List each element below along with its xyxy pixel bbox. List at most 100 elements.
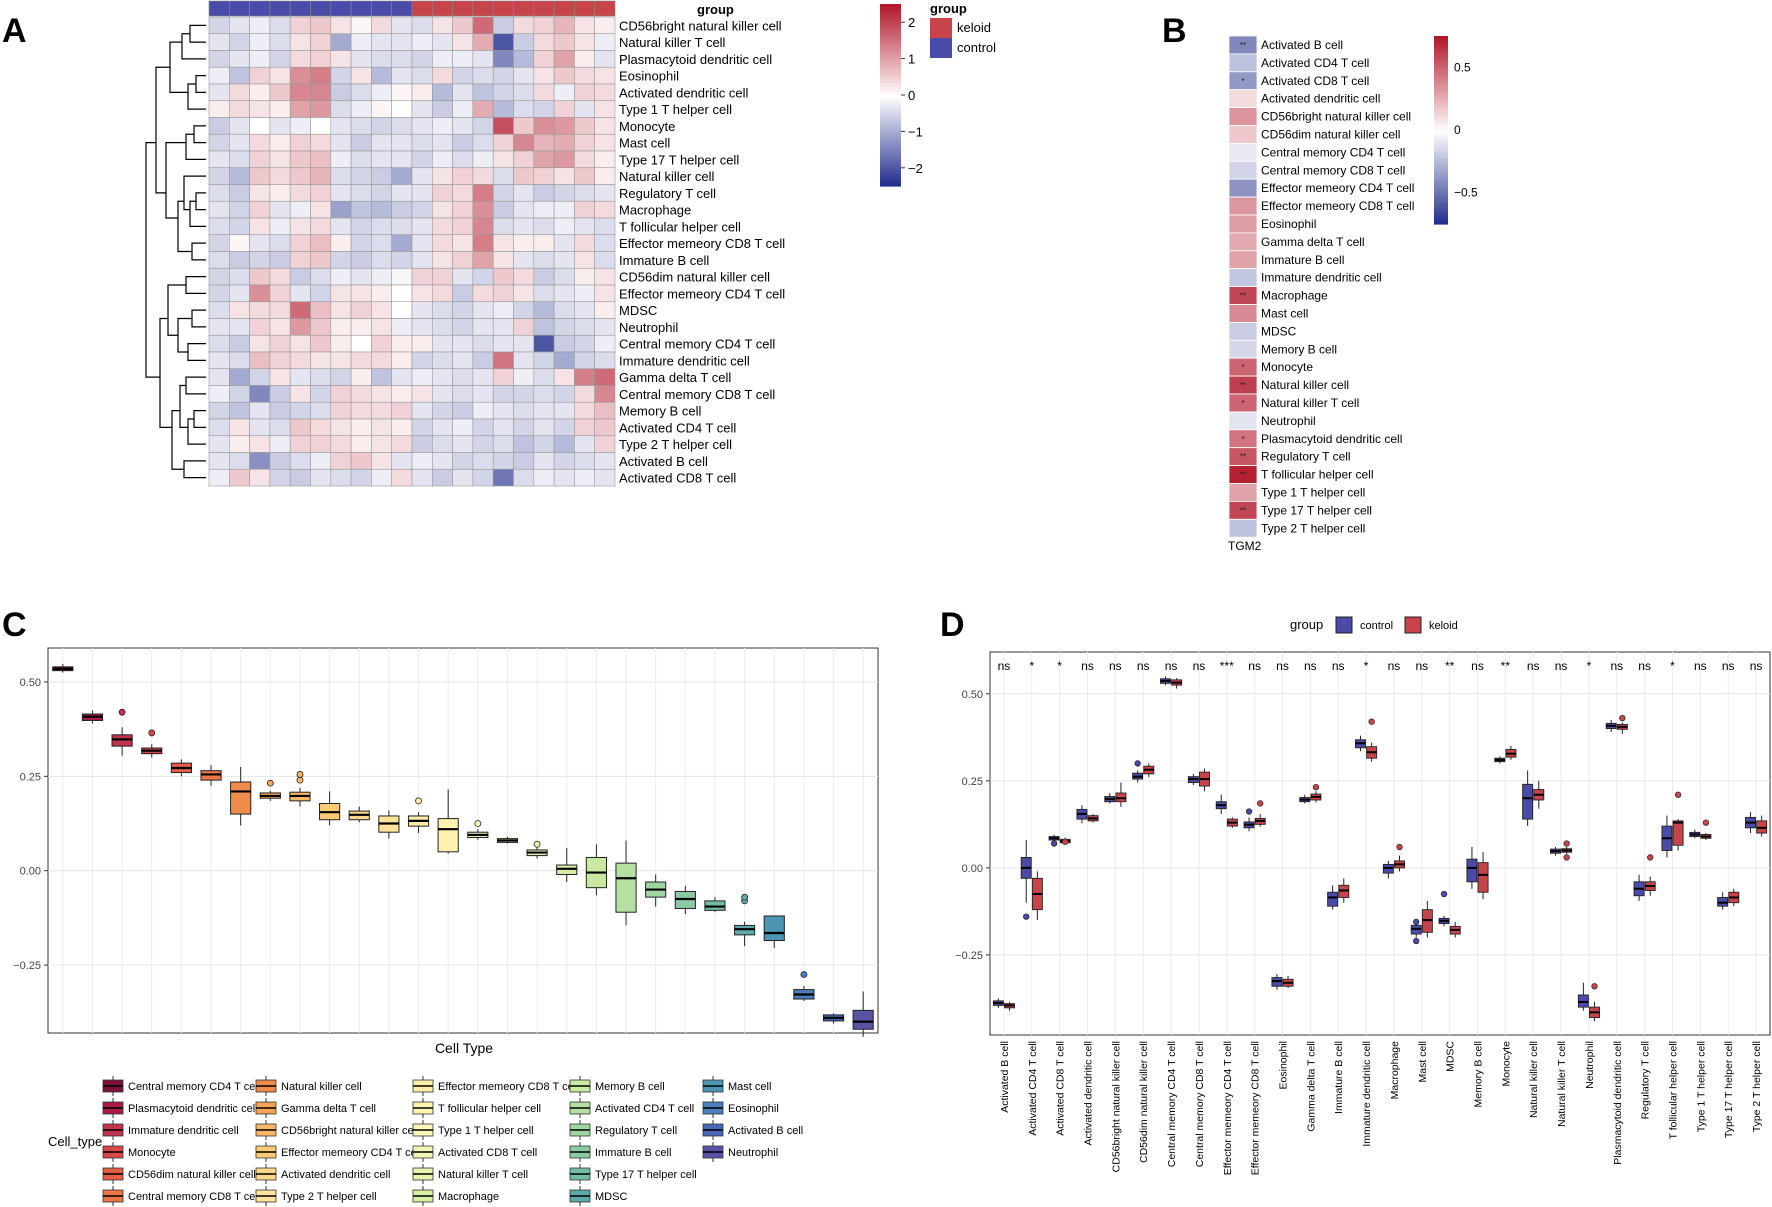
heatmap-cell bbox=[229, 83, 250, 102]
heatmap-cell bbox=[411, 267, 433, 286]
annotation-cell-keloid bbox=[492, 0, 514, 17]
heatmap-cell bbox=[411, 217, 433, 236]
heatmap-cell bbox=[472, 267, 494, 286]
keloid-swatch bbox=[930, 18, 952, 38]
colorbar-b-segment bbox=[1434, 95, 1448, 100]
heatmap-cell bbox=[391, 334, 413, 353]
heatmap-cell bbox=[350, 184, 372, 202]
annotation-cell-control bbox=[249, 0, 271, 17]
heatmap-cell bbox=[371, 200, 392, 219]
annotation-cell-keloid bbox=[431, 0, 453, 17]
heatmap-cell bbox=[513, 267, 535, 286]
heatmap-cell bbox=[574, 117, 596, 135]
heatmap-cell bbox=[513, 150, 535, 169]
box-activated-cd4-t-cell bbox=[615, 862, 637, 913]
heatmap-cell bbox=[229, 200, 250, 219]
heatmap-cell bbox=[411, 301, 433, 319]
heatmap-cell bbox=[289, 435, 311, 453]
heatmap-cell bbox=[391, 418, 413, 437]
heatmap-cell bbox=[310, 117, 332, 135]
dendrogram-branch bbox=[189, 200, 206, 227]
colorbar-b-segment bbox=[1434, 67, 1448, 72]
colorbar-b-segment bbox=[1434, 83, 1448, 87]
row-label-activated-b-cell: Activated B cell bbox=[619, 454, 708, 469]
heatmap-cell bbox=[492, 385, 514, 403]
heatmap-cell bbox=[574, 100, 596, 118]
heatmap-cell bbox=[371, 435, 392, 453]
colorbar-segment bbox=[880, 49, 901, 54]
heatmap-cell bbox=[513, 83, 535, 102]
correlation-cell-mast-cell bbox=[1228, 304, 1258, 323]
heatmap-cell bbox=[594, 368, 616, 386]
significance-label: ns bbox=[1388, 659, 1401, 673]
heatmap-cell bbox=[452, 435, 474, 453]
heatmap-cell bbox=[553, 267, 575, 286]
significance-marker: ** bbox=[1240, 471, 1246, 480]
colorbar-b-segment bbox=[1434, 45, 1448, 50]
heatmap-cell bbox=[229, 251, 250, 269]
heatmap-cell bbox=[229, 117, 250, 135]
heatmap-cell bbox=[411, 83, 433, 102]
row-label-mast-cell: Mast cell bbox=[619, 136, 670, 151]
outlier-point-control bbox=[1440, 890, 1448, 898]
x-tick-label-central-memory-cd4-t-cell: Central memory CD4 T cell bbox=[1166, 1041, 1178, 1167]
control-key bbox=[1335, 616, 1353, 634]
colorbar-b-segment bbox=[1434, 98, 1448, 103]
heatmap-cell bbox=[391, 117, 413, 135]
legend-label-mast-cell: Mast cell bbox=[728, 1081, 771, 1093]
row-label-activated-cd4-t-cell: Activated CD4 T cell bbox=[619, 420, 736, 435]
heatmap-cell bbox=[310, 133, 332, 152]
outlier-point bbox=[741, 893, 749, 901]
significance-label: ns bbox=[1304, 659, 1317, 673]
row-label-t-follicular-helper-cell: T follicular helper cell bbox=[619, 219, 741, 234]
colorbar-segment bbox=[880, 122, 901, 126]
correlation-cell-gamma-delta-t-cell bbox=[1228, 232, 1258, 252]
heatmap-cell bbox=[391, 100, 413, 118]
heatmap-cell bbox=[513, 301, 535, 319]
heatmap-cell bbox=[492, 83, 514, 102]
heatmap-cell bbox=[553, 117, 575, 135]
heatmap-cell bbox=[472, 33, 494, 51]
correlation-cell-cd56bright-natural-killer-cell bbox=[1228, 107, 1258, 126]
heatmap-cell bbox=[452, 217, 474, 236]
legend-label-natural-killer-cell: Natural killer cell bbox=[281, 1081, 362, 1093]
heatmap-cell bbox=[208, 318, 230, 336]
correlation-label-type-2-t-helper-cell: Type 2 T helper cell bbox=[1261, 521, 1365, 535]
heatmap-cell bbox=[350, 267, 372, 286]
colorbar-segment bbox=[880, 134, 901, 139]
colorbar-segment bbox=[880, 70, 901, 75]
heatmap-cell bbox=[229, 184, 250, 202]
heatmap-cell bbox=[594, 234, 616, 252]
colorbar-b-segment bbox=[1434, 170, 1448, 175]
heatmap-cell bbox=[594, 100, 616, 118]
heatmap-cell bbox=[269, 284, 291, 303]
correlation-cell-type-2-t-helper-cell bbox=[1228, 518, 1258, 538]
heatmap-cell bbox=[533, 200, 555, 219]
heatmap-cell bbox=[371, 66, 392, 85]
heatmap-cell bbox=[533, 100, 555, 118]
colorbar-segment bbox=[880, 95, 901, 99]
heatmap-cell bbox=[371, 251, 392, 269]
heatmap-cell bbox=[249, 184, 271, 202]
heatmap-cell bbox=[310, 301, 332, 319]
annotation-cell-control bbox=[289, 0, 311, 17]
x-tick-label-memory-b-cell: Memory B cell bbox=[1473, 1041, 1485, 1108]
heatmap-cell bbox=[533, 234, 555, 252]
heatmap-cell bbox=[553, 418, 575, 437]
heatmap-cell bbox=[452, 418, 474, 437]
heatmap-cell bbox=[310, 368, 332, 386]
heatmap-cell bbox=[269, 184, 291, 202]
significance-marker: * bbox=[1241, 435, 1244, 444]
correlation-label-activated-dendritic-cell: Activated dendritic cell bbox=[1261, 92, 1380, 106]
heatmap-cell bbox=[574, 167, 596, 185]
dendrogram-branch bbox=[159, 317, 172, 428]
outlier-point-control bbox=[1050, 840, 1058, 847]
heatmap-cell bbox=[431, 133, 453, 152]
heatmap-cell bbox=[574, 468, 596, 487]
legend-label-cd56dim-natural-killer-cell: CD56dim natural killer cell bbox=[128, 1169, 256, 1181]
legend-label-eosinophil: Eosinophil bbox=[728, 1103, 779, 1115]
keloid-label: keloid bbox=[957, 20, 991, 35]
heatmap-cell bbox=[431, 200, 453, 219]
heatmap-cell bbox=[310, 217, 332, 236]
colorbar-segment bbox=[880, 67, 901, 72]
